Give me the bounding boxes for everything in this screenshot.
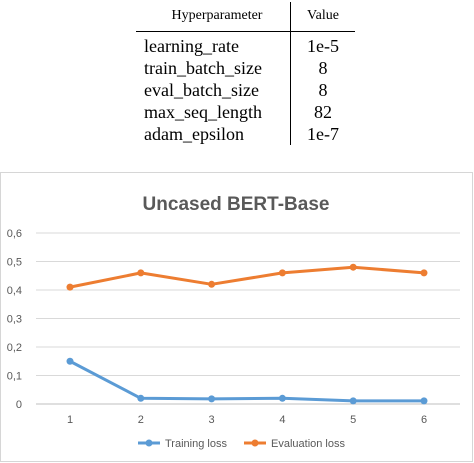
header-hyperparameter: Hyperparameter xyxy=(136,2,291,32)
x-tick-label: 2 xyxy=(138,414,144,426)
y-tick-label: 0,4 xyxy=(7,285,22,297)
loss-line-chart: Uncased BERT-Base 0 0,1 0,2 0,3 0,4 0,5 0,6 1 2… xyxy=(7,194,460,450)
x-tick-label: 4 xyxy=(279,414,285,426)
param-name: max_seq_length xyxy=(136,101,291,123)
x-tick-label: 6 xyxy=(421,414,427,426)
param-name: adam_epsilon xyxy=(136,123,291,145)
y-tick-label: 0 xyxy=(16,399,22,411)
param-value: 1e-5 xyxy=(307,36,339,56)
data-point xyxy=(137,394,145,402)
param-value: 1e-7 xyxy=(307,124,339,144)
table-row: adam_epsilon 1e-7 xyxy=(136,123,355,145)
legend-label: Evaluation loss xyxy=(271,438,345,450)
x-tick-label: 5 xyxy=(350,414,356,426)
x-axis-ticks: 1 2 3 4 5 6 xyxy=(67,414,427,426)
data-point xyxy=(66,283,74,291)
series-lines xyxy=(66,263,428,405)
x-tick-label: 1 xyxy=(67,414,73,426)
data-point xyxy=(420,397,428,405)
legend-marker xyxy=(145,439,153,447)
x-tick-label: 3 xyxy=(209,414,215,426)
param-value: 8 xyxy=(318,58,328,78)
series-line-training xyxy=(68,359,426,403)
param-value: 8 xyxy=(318,80,328,100)
y-tick-label: 0,1 xyxy=(7,371,22,383)
param-value: 82 xyxy=(314,102,332,122)
chart-title: Uncased BERT-Base xyxy=(143,194,330,215)
series-line-evaluation xyxy=(68,265,426,289)
legend: Training loss Evaluation loss xyxy=(138,438,345,450)
data-point xyxy=(349,397,357,405)
table-row: eval_batch_size 8 xyxy=(136,79,355,101)
table-row: max_seq_length 82 xyxy=(136,101,355,123)
legend-label: Training loss xyxy=(165,438,227,450)
hyperparameter-table: Hyperparameter Value learning_rate 1e-5 … xyxy=(136,2,355,145)
header-value: Value xyxy=(290,2,355,32)
y-tick-label: 0,3 xyxy=(7,314,22,326)
table-header-row: Hyperparameter Value xyxy=(136,2,355,32)
y-tick-label: 0,5 xyxy=(7,257,22,269)
data-point xyxy=(208,395,216,403)
data-point xyxy=(349,263,357,271)
data-point xyxy=(208,280,216,288)
data-point xyxy=(137,269,145,277)
data-point xyxy=(66,357,74,365)
y-axis-ticks: 0 0,1 0,2 0,3 0,4 0,5 0,6 xyxy=(7,228,22,411)
y-tick-label: 0,2 xyxy=(7,342,22,354)
data-point xyxy=(278,269,286,277)
y-tick-label: 0,6 xyxy=(7,228,22,240)
data-point xyxy=(420,269,428,277)
table-row: learning_rate 1e-5 xyxy=(136,31,355,57)
param-name: learning_rate xyxy=(136,31,291,57)
gridlines xyxy=(36,232,460,405)
legend-marker xyxy=(251,439,259,447)
data-point xyxy=(278,394,286,402)
param-name: train_batch_size xyxy=(136,57,291,79)
param-name: eval_batch_size xyxy=(136,79,291,101)
table-row: train_batch_size 8 xyxy=(136,57,355,79)
